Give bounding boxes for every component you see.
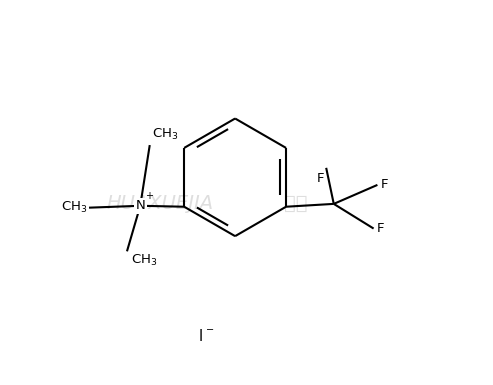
Text: CH$_3$: CH$_3$	[61, 200, 87, 215]
Text: 特加: 特加	[284, 194, 308, 213]
Text: N: N	[136, 199, 145, 212]
Text: F: F	[317, 172, 324, 185]
Text: I: I	[199, 329, 203, 344]
Text: CH$_3$: CH$_3$	[131, 253, 157, 268]
Text: −: −	[207, 325, 214, 335]
Text: F: F	[381, 178, 388, 191]
Text: CH$_3$: CH$_3$	[152, 127, 178, 142]
Text: +: +	[145, 191, 153, 201]
Text: F: F	[377, 222, 384, 235]
Text: HUAXUEJIA: HUAXUEJIA	[106, 194, 213, 213]
